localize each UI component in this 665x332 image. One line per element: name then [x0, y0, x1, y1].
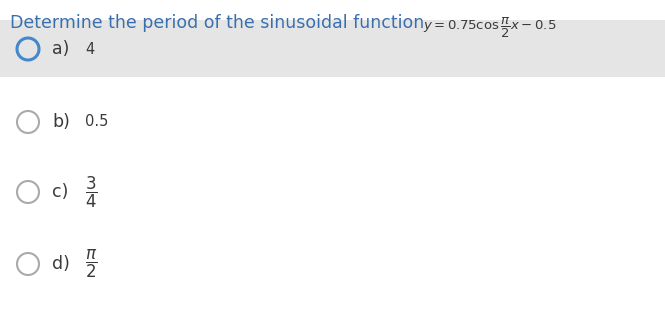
Text: d): d)	[52, 255, 70, 273]
Text: a): a)	[52, 40, 69, 58]
FancyBboxPatch shape	[0, 20, 665, 77]
Text: Determine the period of the sinusoidal function: Determine the period of the sinusoidal f…	[10, 14, 424, 32]
Text: $\dfrac{3}{4}$: $\dfrac{3}{4}$	[85, 174, 98, 209]
Text: 0.5: 0.5	[85, 115, 108, 129]
Text: c): c)	[52, 183, 68, 201]
Text: b): b)	[52, 113, 70, 131]
Text: $y = 0.75\cos\dfrac{\pi}{2}x-0.5$: $y = 0.75\cos\dfrac{\pi}{2}x-0.5$	[423, 16, 557, 40]
Text: $\dfrac{\pi}{2}$: $\dfrac{\pi}{2}$	[85, 248, 98, 280]
Text: 4: 4	[85, 42, 94, 56]
